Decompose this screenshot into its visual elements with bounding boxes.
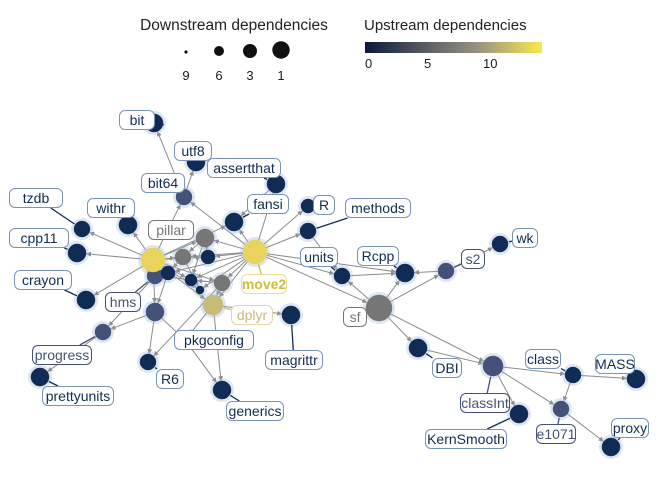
svg-text:5: 5 bbox=[424, 56, 431, 71]
svg-text:9: 9 bbox=[182, 68, 189, 83]
svg-text:1: 1 bbox=[277, 68, 284, 83]
svg-text:Upstream dependencies: Upstream dependencies bbox=[364, 17, 527, 34]
svg-text:6: 6 bbox=[215, 68, 222, 83]
svg-text:3: 3 bbox=[246, 68, 253, 83]
svg-text:10: 10 bbox=[483, 56, 497, 71]
svg-text:0: 0 bbox=[365, 56, 372, 71]
svg-text:Downstream dependencies: Downstream dependencies bbox=[140, 17, 328, 34]
